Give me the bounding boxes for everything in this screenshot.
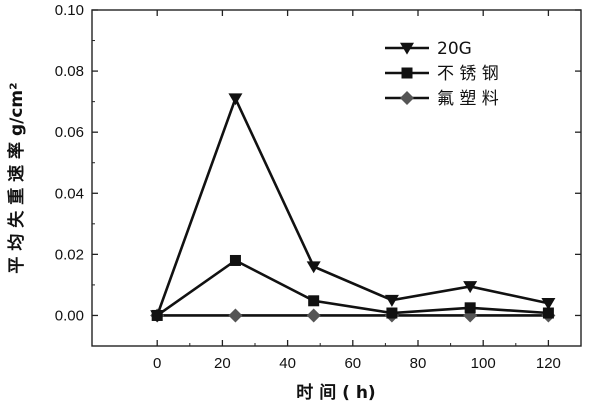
data-point [308,295,320,307]
data-point [386,307,398,319]
data-point [384,294,399,307]
data-point [150,310,165,323]
series-line [156,258,549,317]
legend-marker [401,67,413,79]
data-point [464,302,476,314]
x-tick-label: 120 [536,355,561,372]
x-axis-title: 时 间 ( h) [296,382,375,403]
series-line [155,95,549,316]
y-tick-label: 0.08 [55,63,84,80]
series-layer [150,93,556,323]
legend-item: 氟 塑 料 [385,89,499,109]
series-1 [151,254,554,321]
x-tick-label: 20 [214,355,231,372]
y-tick-label: 0.04 [55,185,84,202]
x-tick-label: 100 [471,355,496,372]
data-point [541,297,556,310]
legend-marker [400,91,414,105]
legend-label: 20G [437,39,472,59]
y-axis-title: 平 均 失 重 速 率 g/cm² [6,82,27,273]
y-tick-label: 0.00 [55,307,84,324]
plot-frame [91,9,582,347]
data-point [306,308,321,323]
data-point [542,307,554,319]
x-tick-label: 0 [153,355,161,372]
axis-layer: 0 20 40 60 80 100 120 0.00 0.02 0.04 0.06 0.08 0.10 [55,2,581,372]
data-point [228,93,243,106]
legend-marker [400,42,414,55]
series-0 [150,93,556,323]
y-tick-label: 0.06 [55,124,84,141]
legend-label: 不 锈 钢 [437,64,499,84]
y-tick-label: 0.10 [55,2,84,19]
legend-item: 不 锈 钢 [385,64,499,84]
data-point [306,261,321,274]
data-point [229,254,241,266]
legend-label: 氟 塑 料 [437,89,499,109]
data-point [228,308,243,323]
x-tick-label: 80 [410,355,427,372]
y-tick-label: 0.02 [55,246,84,263]
data-point [463,281,478,294]
legend-item: 20G [385,39,472,59]
legend: 20G 不 锈 钢氟 塑 料 [385,39,499,109]
x-tick-label: 60 [344,355,361,372]
x-tick-label: 40 [279,355,296,372]
